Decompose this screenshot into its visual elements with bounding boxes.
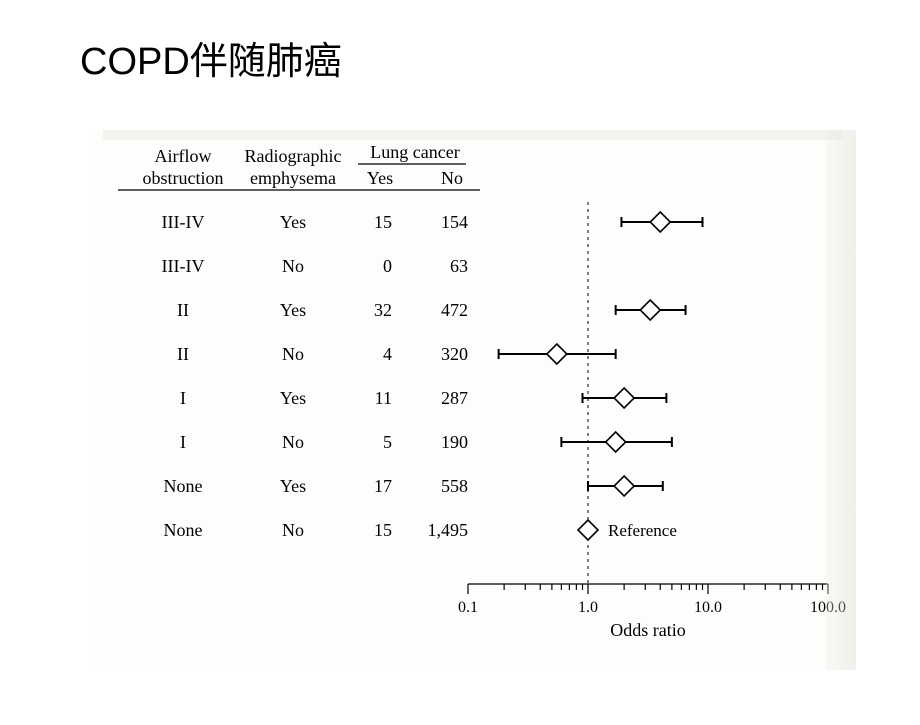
hdr-emph-1: Radiographic xyxy=(245,146,342,166)
or-diamond xyxy=(614,388,634,408)
cell-emphysema: Yes xyxy=(280,476,306,496)
ref-diamond xyxy=(578,520,598,540)
cell-no: 287 xyxy=(441,388,468,408)
cell-emphysema: No xyxy=(282,256,304,276)
cell-no: 190 xyxy=(441,432,468,452)
cell-airflow: II xyxy=(177,300,189,320)
hdr-yes: Yes xyxy=(367,168,393,188)
cell-emphysema: Yes xyxy=(280,300,306,320)
hdr-airflow-1: Airflow xyxy=(155,146,212,166)
cell-airflow: I xyxy=(180,388,186,408)
cell-no: 472 xyxy=(441,300,468,320)
cell-airflow: None xyxy=(164,476,203,496)
hdr-airflow-2: obstruction xyxy=(143,168,224,188)
cell-yes: 5 xyxy=(383,432,392,452)
cell-no: 558 xyxy=(441,476,468,496)
page-title: COPD伴随肺癌 xyxy=(80,30,342,85)
hdr-no: No xyxy=(441,168,463,188)
cell-emphysema: Yes xyxy=(280,212,306,232)
tick-label: 0.1 xyxy=(458,599,478,616)
or-diamond xyxy=(547,344,567,364)
cell-yes: 15 xyxy=(374,212,392,232)
cell-airflow: III-IV xyxy=(162,212,205,232)
cell-yes: 32 xyxy=(374,300,392,320)
hdr-lungcancer: Lung cancer xyxy=(370,142,459,162)
cell-no: 154 xyxy=(441,212,468,232)
or-diamond xyxy=(606,432,626,452)
cell-yes: 17 xyxy=(374,476,392,496)
or-diamond xyxy=(614,476,634,496)
hdr-emph-2: emphysema xyxy=(250,168,336,188)
cell-yes: 4 xyxy=(383,344,392,364)
cell-yes: 11 xyxy=(375,388,392,408)
cell-emphysema: No xyxy=(282,344,304,364)
cell-emphysema: No xyxy=(282,520,304,540)
forest-plot-svg: Airflowobstruction Radiographicemphysema L… xyxy=(88,130,856,670)
scan-shade-right xyxy=(826,130,856,670)
cell-emphysema: Yes xyxy=(280,388,306,408)
tick-label: 1.0 xyxy=(578,599,598,616)
x-axis-label: Odds ratio xyxy=(610,620,686,640)
or-diamond xyxy=(640,300,660,320)
reference-label: Reference xyxy=(608,521,677,540)
cell-yes: 0 xyxy=(383,256,392,276)
forest-plot-figure: Airflowobstruction Radiographicemphysema L… xyxy=(88,130,856,670)
cell-yes: 15 xyxy=(374,520,392,540)
cell-no: 1,495 xyxy=(428,520,469,540)
cell-airflow: I xyxy=(180,432,186,452)
cell-no: 63 xyxy=(450,256,468,276)
or-diamond xyxy=(650,212,670,232)
cell-airflow: None xyxy=(164,520,203,540)
tick-label: 10.0 xyxy=(694,599,722,616)
cell-emphysema: No xyxy=(282,432,304,452)
scan-shade-top xyxy=(103,130,843,140)
cell-no: 320 xyxy=(441,344,468,364)
cell-airflow: III-IV xyxy=(162,256,205,276)
cell-airflow: II xyxy=(177,344,189,364)
